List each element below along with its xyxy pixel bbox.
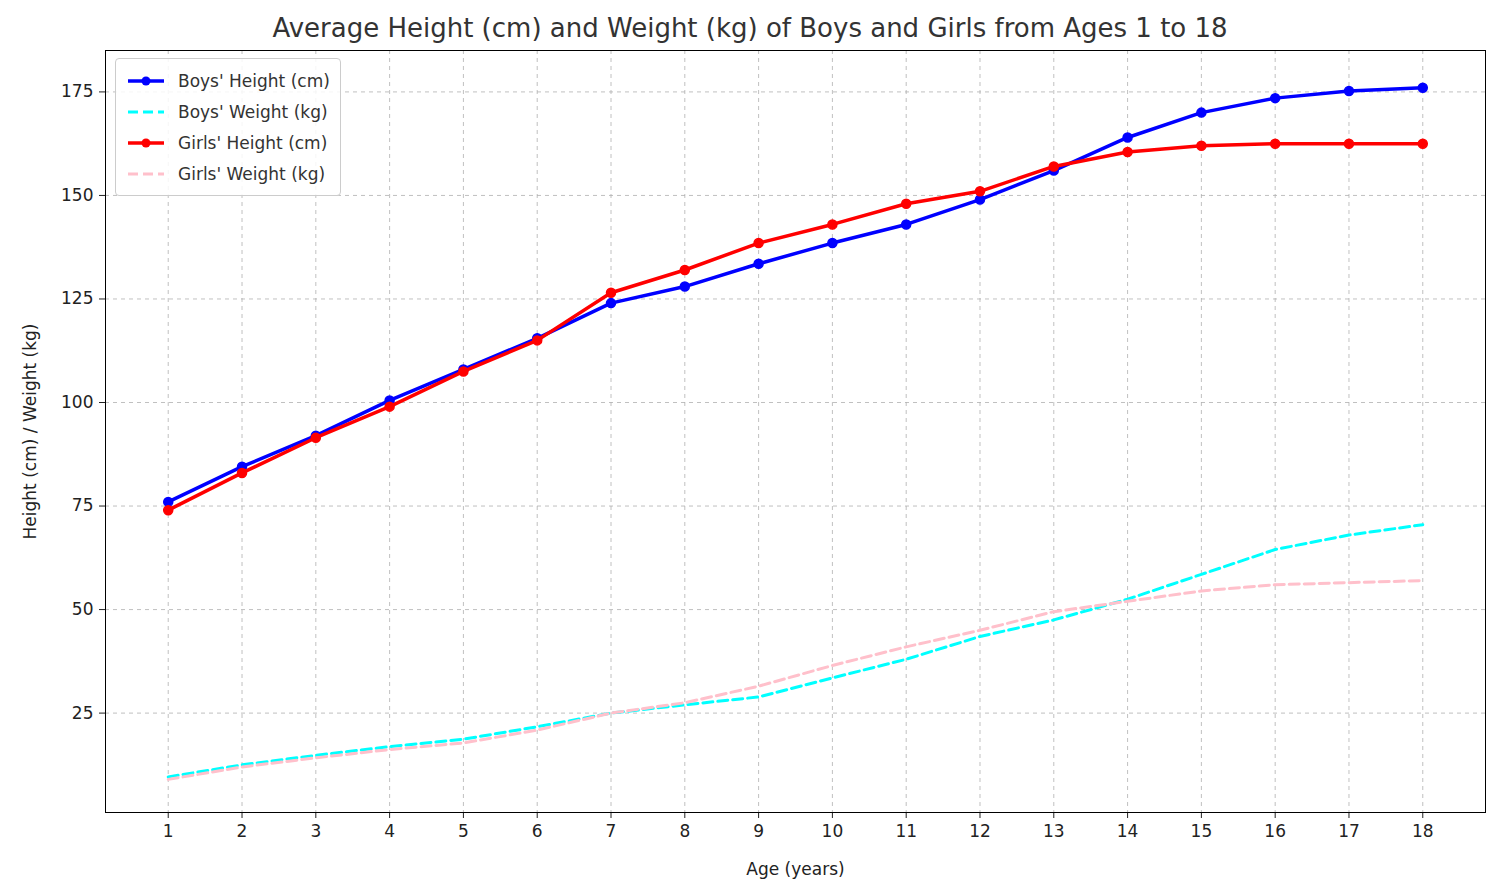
html-text:Boys' Height (cm): Boys' Height (cm) — [178, 70, 330, 91]
svg-text:4: 4 — [384, 821, 395, 841]
svg-text:3: 3 — [310, 821, 321, 841]
svg-text:15: 15 — [1191, 821, 1213, 841]
svg-text:6: 6 — [532, 821, 543, 841]
svg-text:11: 11 — [895, 821, 917, 841]
svg-text:150: 150 — [61, 185, 93, 205]
svg-text:8: 8 — [679, 821, 690, 841]
svg-text:125: 125 — [61, 288, 93, 308]
html-text:Boys' Weight (kg): Boys' Weight (kg) — [178, 101, 328, 122]
svg-text:7: 7 — [606, 821, 617, 841]
html-text:Average Height (cm) and Weight: Average Height (cm) and Weight (kg) of B… — [272, 13, 1228, 43]
html-text:Girls' Weight (kg): Girls' Weight (kg) — [178, 163, 326, 184]
svg-text:18: 18 — [1412, 821, 1434, 841]
svg-text:16: 16 — [1264, 821, 1286, 841]
svg-text:Age (years): Age (years) — [746, 859, 844, 879]
svg-text:13: 13 — [1043, 821, 1065, 841]
svg-text:10: 10 — [822, 821, 844, 841]
svg-text:2: 2 — [237, 821, 248, 841]
svg-text:Height (cm) / Weight (kg): Height (cm) / Weight (kg) — [20, 324, 40, 540]
svg-text:100: 100 — [61, 392, 93, 412]
html-text:Girls' Height (cm): Girls' Height (cm) — [178, 132, 328, 153]
svg-text:5: 5 — [458, 821, 469, 841]
svg-text:175: 175 — [61, 81, 93, 101]
svg-text:14: 14 — [1117, 821, 1139, 841]
svg-text:25: 25 — [72, 703, 94, 723]
svg-text:50: 50 — [72, 599, 94, 619]
svg-text:1: 1 — [163, 821, 174, 841]
svg-text:9: 9 — [753, 821, 764, 841]
svg-text:12: 12 — [969, 821, 991, 841]
svg-text:17: 17 — [1338, 821, 1360, 841]
svg-text:75: 75 — [72, 495, 94, 515]
